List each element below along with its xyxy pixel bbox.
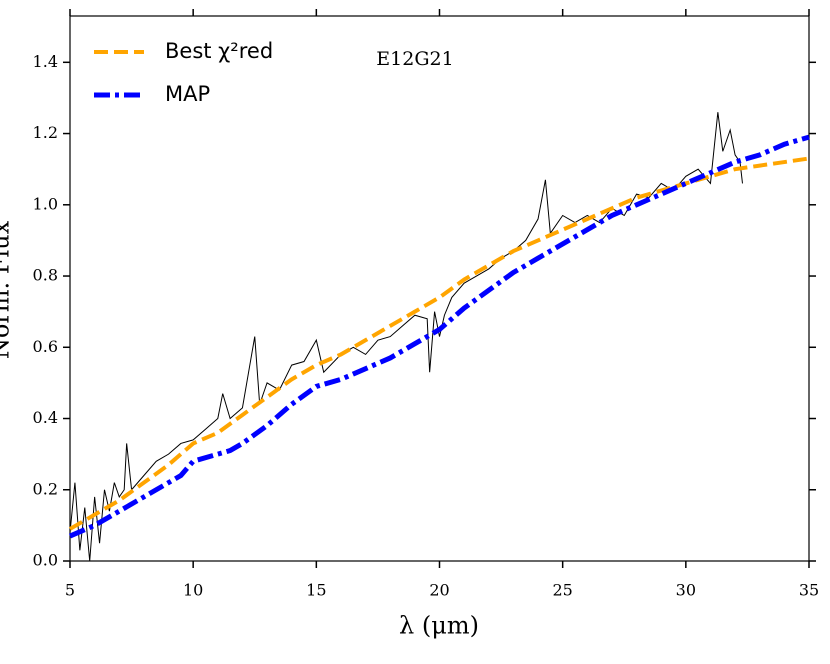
x-tick-label: 20 [429, 581, 449, 600]
x-tick-label: 5 [65, 581, 75, 600]
y-tick-label: 1.4 [33, 52, 58, 71]
y-tick-label: 1.0 [33, 194, 58, 213]
legend-label: MAP [165, 82, 210, 106]
y-tick-label: 0.6 [33, 337, 58, 356]
y-tick-label: 1.2 [33, 123, 58, 142]
x-tick-label: 10 [183, 581, 203, 600]
legend-label: Best χ²red [165, 39, 273, 63]
series-line [69, 134, 810, 539]
series-line [68, 156, 810, 531]
x-tick-label: 30 [676, 581, 696, 600]
x-tick-label: 35 [799, 581, 819, 600]
x-tick-label: 15 [306, 581, 326, 600]
series-line [69, 112, 743, 562]
y-axis-label: Norm. Flux [0, 220, 15, 359]
y-tick-label: 0.0 [33, 551, 58, 570]
x-tick-label: 25 [552, 581, 572, 600]
x-axis-label: λ (μm) [399, 612, 479, 640]
y-tick-label: 0.8 [33, 266, 58, 285]
y-tick-label: 0.4 [33, 408, 58, 427]
y-tick-label: 0.2 [33, 479, 58, 498]
annotation: E12G21 [376, 48, 453, 70]
